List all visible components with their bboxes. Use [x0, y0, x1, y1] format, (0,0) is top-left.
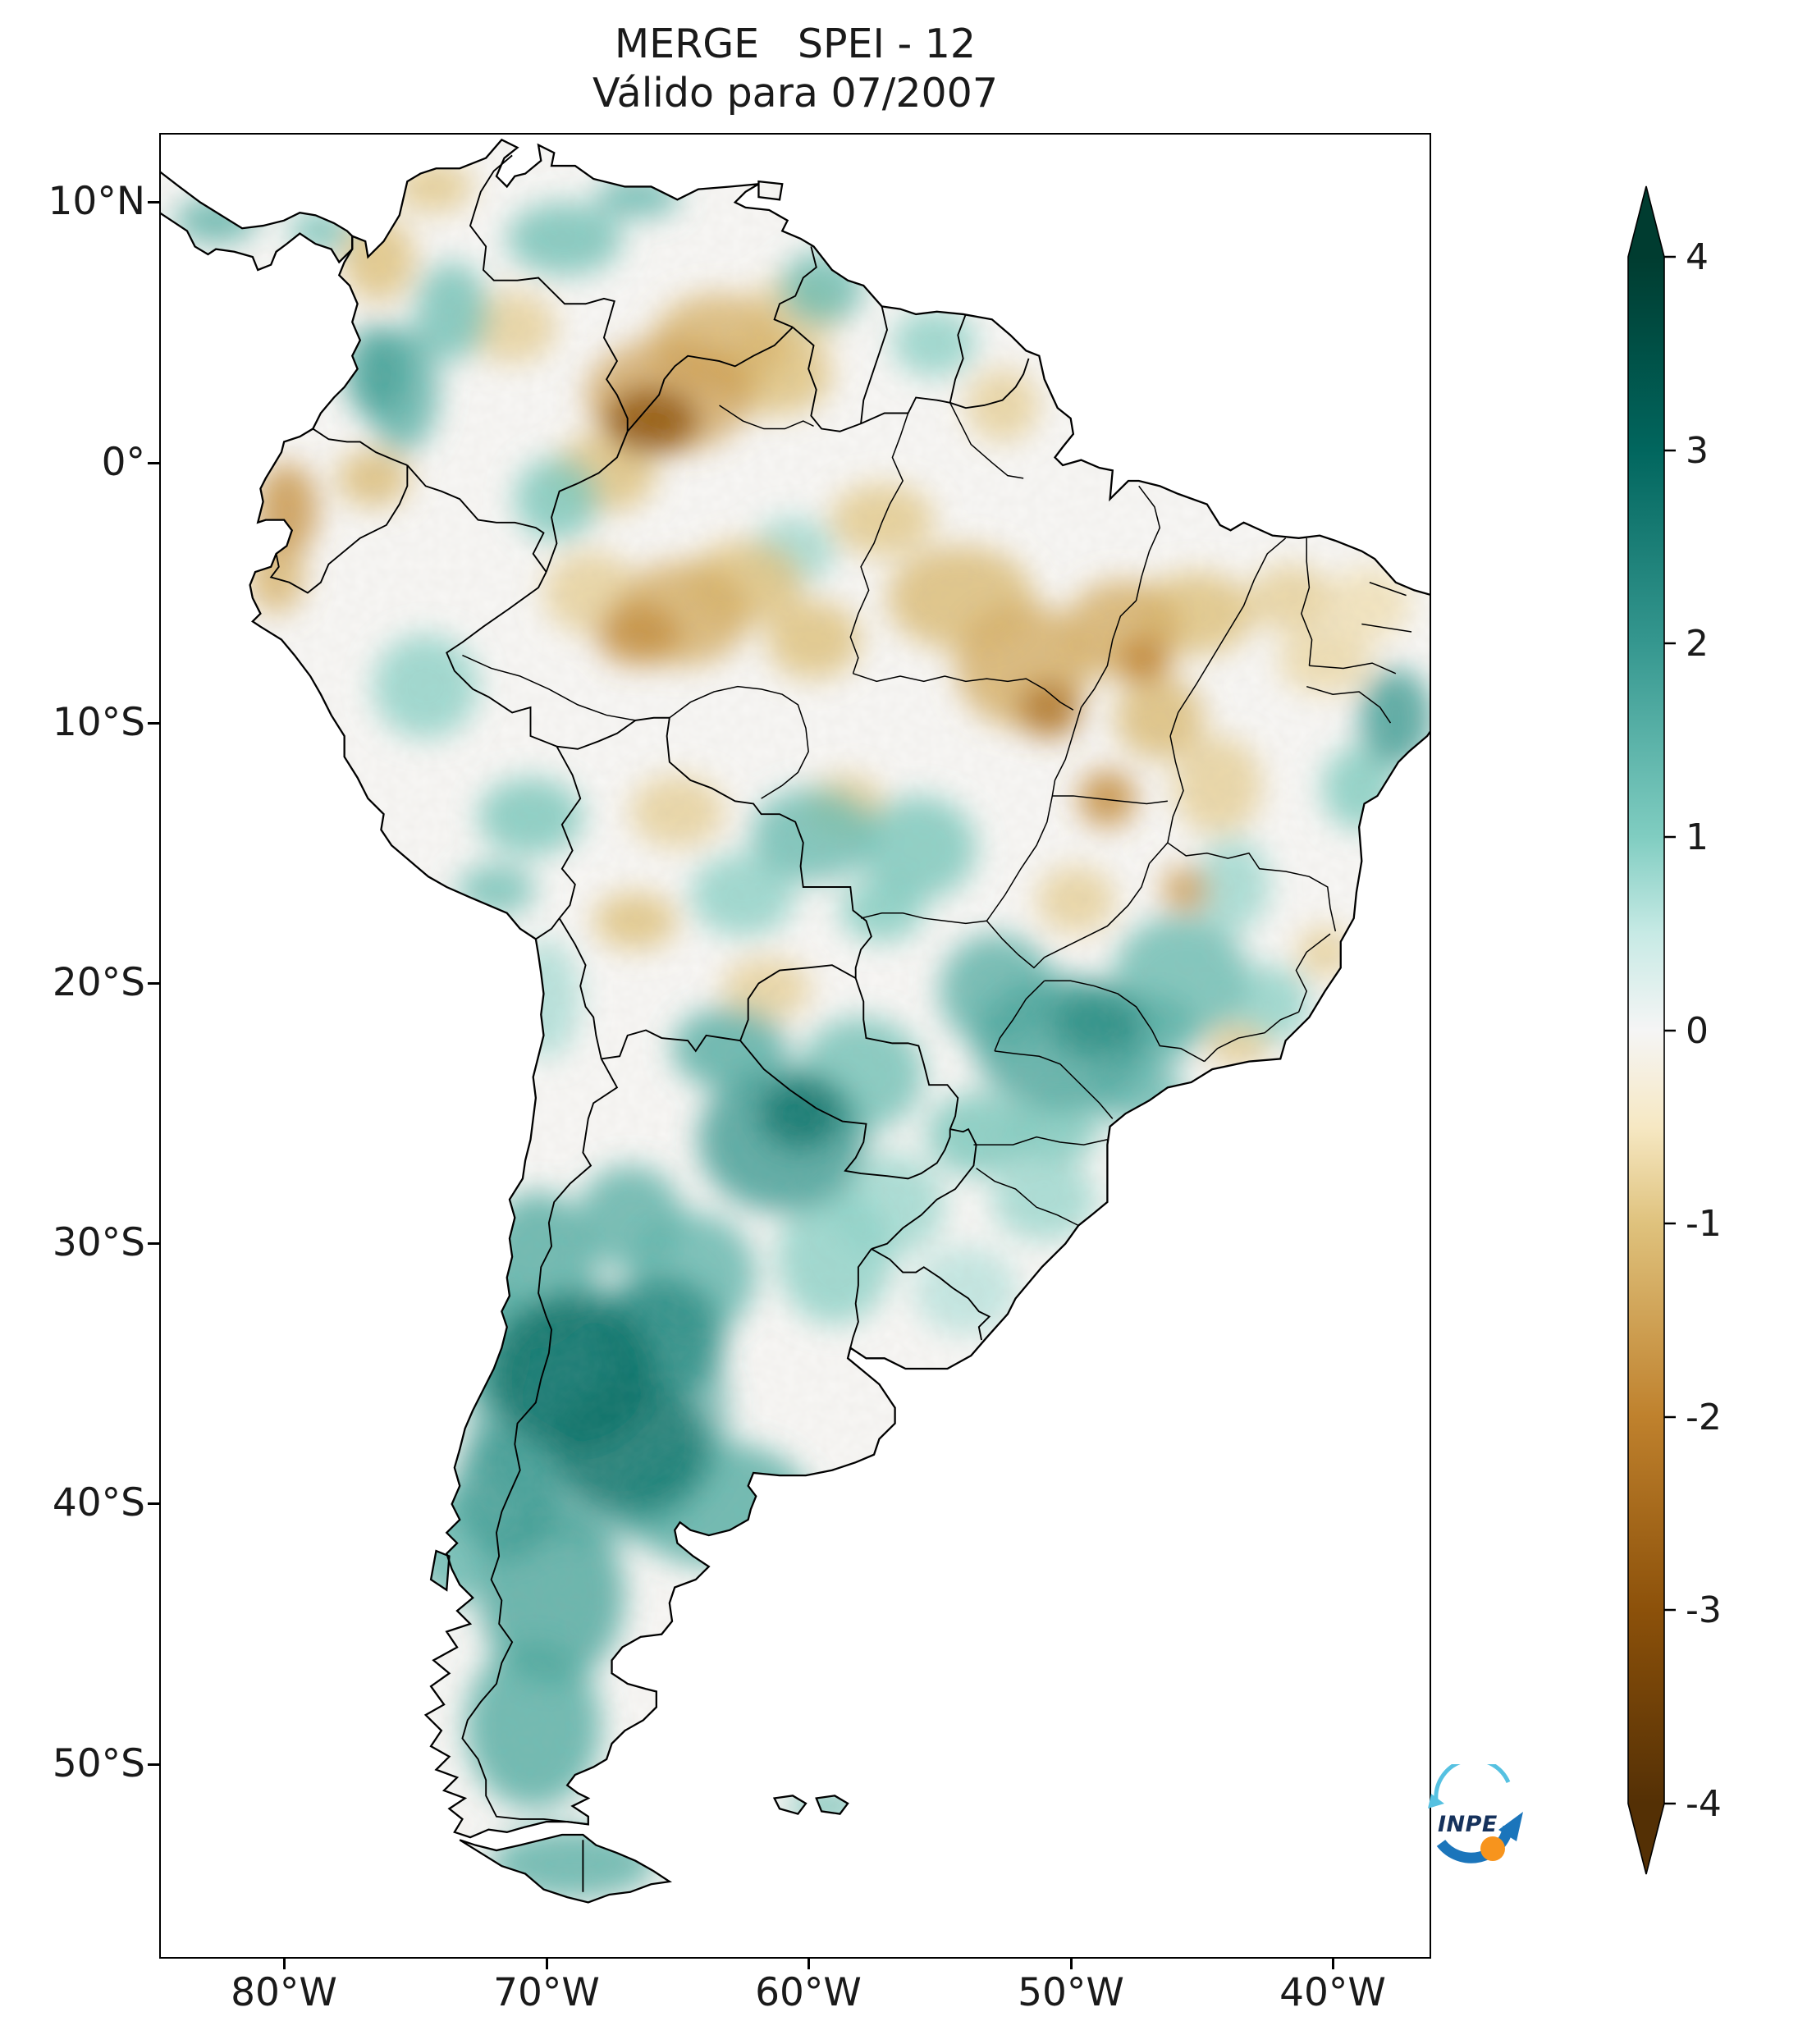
brazil-state-borders — [462, 403, 1411, 1226]
logo-orange-globe — [1480, 1836, 1505, 1861]
inpe-logo: INPE — [1428, 1764, 1523, 1863]
colorbar-tick-0: 0 — [1686, 1010, 1709, 1052]
lon-tick-40w: 40°W — [1279, 1970, 1386, 2015]
figure-title: MERGE SPEI - 12 Válido para 07/2007 — [161, 20, 1430, 118]
title-line1: MERGE SPEI - 12 — [614, 21, 977, 67]
y-axis-tickmark — [148, 722, 159, 725]
colorbar-tick-4: 4 — [1686, 236, 1709, 278]
colorbar-gradient-bar — [1628, 257, 1664, 1804]
lat-tick-10s: 10°S — [52, 700, 145, 745]
logo-light-blue-arrowhead — [1428, 1794, 1444, 1809]
lat-tick-0: 0° — [101, 440, 145, 485]
lon-tick-80w: 80°W — [231, 1970, 337, 2015]
south-america-coastline — [250, 139, 1430, 1837]
lat-tick-30s: 30°S — [52, 1220, 145, 1265]
coastline-outlines — [161, 139, 1430, 1902]
tierra-del-fuego-coastline — [460, 1835, 670, 1902]
chiloe-island-coastline — [431, 1551, 449, 1590]
y-axis-tickmark — [148, 462, 159, 464]
trinidad-coastline — [758, 181, 782, 199]
logo-inpe-text: INPE — [1438, 1812, 1498, 1837]
x-axis-tickmark — [283, 1959, 286, 1969]
spei-raster-field — [161, 139, 1430, 1903]
x-axis-tickmark — [1070, 1959, 1073, 1969]
lat-tick-50s: 50°S — [52, 1741, 145, 1786]
lon-tick-50w: 50°W — [1018, 1970, 1124, 2015]
x-axis-tickmark — [1332, 1959, 1334, 1969]
colorbar-tick-m4: -4 — [1686, 1783, 1722, 1825]
colorbar-extend-max-arrow — [1628, 186, 1664, 257]
logo-dark-blue-arrowhead — [1498, 1812, 1523, 1841]
lat-tick-40s: 40°S — [52, 1480, 145, 1525]
logo-dark-blue-arrow — [1436, 1825, 1514, 1863]
colorbar-tick-3: 3 — [1686, 430, 1709, 472]
colorbar-tick-1: 1 — [1686, 816, 1709, 858]
x-axis-tickmark — [807, 1959, 810, 1969]
raster-speckle-texture — [161, 139, 1430, 1903]
title-line2: Válido para 07/2007 — [592, 70, 999, 117]
colorbar-tick-m2: -2 — [1686, 1397, 1722, 1438]
colorbar-tick-m3: -3 — [1686, 1589, 1722, 1631]
map-canvas — [161, 135, 1430, 1957]
y-axis-tickmark — [148, 982, 159, 985]
panama-coastline — [161, 168, 352, 270]
falkland-islands-coastline — [775, 1795, 848, 1813]
x-axis-tickmark — [546, 1959, 548, 1969]
colorbar-tick-2: 2 — [1686, 623, 1709, 665]
logo-light-blue-arrow — [1434, 1764, 1511, 1801]
colorbar: 4 3 2 1 0 -1 -2 -3 -4 — [1627, 185, 1722, 1875]
y-axis-tickmark — [148, 1763, 159, 1766]
lon-tick-70w: 70°W — [493, 1970, 600, 2015]
country-borders — [271, 155, 1028, 1891]
lon-tick-60w: 60°W — [755, 1970, 862, 2015]
lat-tick-10n: 10°N — [48, 179, 145, 224]
y-axis-tickmark — [148, 201, 159, 203]
colorbar-tick-m1: -1 — [1686, 1203, 1722, 1245]
colorbar-extend-min-arrow — [1628, 1804, 1664, 1874]
lat-tick-20s: 20°S — [52, 960, 145, 1005]
y-axis-tickmark — [148, 1242, 159, 1245]
y-axis-tickmark — [148, 1502, 159, 1505]
